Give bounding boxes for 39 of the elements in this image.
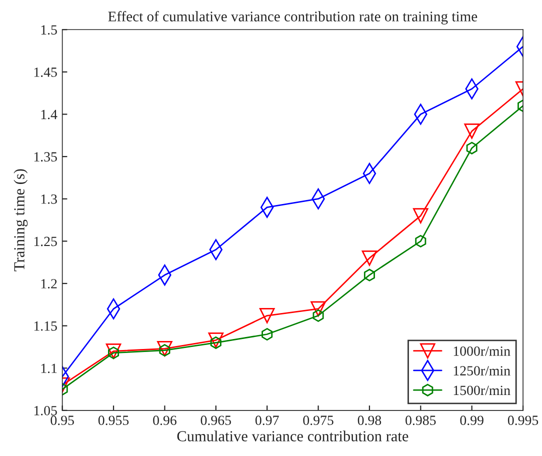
point (413, 208, 428, 224)
x-tick-label: 0.995 (508, 416, 538, 426)
point (466, 142, 478, 154)
y-tick-label: 1.5 (41, 25, 57, 35)
point (262, 328, 273, 340)
point (106, 344, 122, 359)
point (310, 301, 326, 317)
point (364, 268, 375, 282)
point (157, 340, 172, 356)
y-tick-label: 1.3 (41, 194, 57, 204)
x-tick-label: 0.955 (98, 416, 129, 426)
y-tick-label: 1.4 (41, 110, 58, 120)
legend-label: 1000r/min (454, 346, 510, 356)
point (415, 234, 426, 248)
legend-label: 1500r/min (454, 386, 510, 396)
point (108, 346, 120, 360)
x-tick-label: 0.95 (50, 416, 74, 426)
x-tick-label: 0.99 (460, 416, 484, 426)
point (464, 124, 480, 139)
y-tick-label: 1.45 (34, 68, 57, 77)
y-axis-title: Training time (s) (14, 169, 28, 272)
point (362, 250, 378, 266)
y-tick-label: 1.35 (34, 152, 57, 162)
x-tick-label: 0.975 (303, 416, 334, 426)
point (259, 308, 275, 324)
x-tick-label: 0.97 (255, 416, 279, 426)
x-tick-label: 0.965 (200, 416, 231, 426)
y-tick-label: 1.1 (41, 364, 57, 374)
x-tick-label: 0.985 (406, 416, 436, 426)
y-tick-label: 1.15 (34, 321, 57, 331)
x-axis-title: Cumulative variance contribution rate (177, 430, 408, 442)
x-tick-label: 0.98 (358, 416, 382, 426)
legend-label: 1250r/min (454, 366, 510, 376)
y-tick-label: 1.05 (34, 406, 57, 416)
chart-title: Effect of cumulative variance contribution rate on training time (108, 11, 478, 24)
x-tick-label: 0.96 (153, 416, 176, 426)
y-tick-label: 1.2 (41, 279, 57, 288)
point (208, 332, 224, 348)
y-tick-label: 1.25 (34, 236, 57, 246)
